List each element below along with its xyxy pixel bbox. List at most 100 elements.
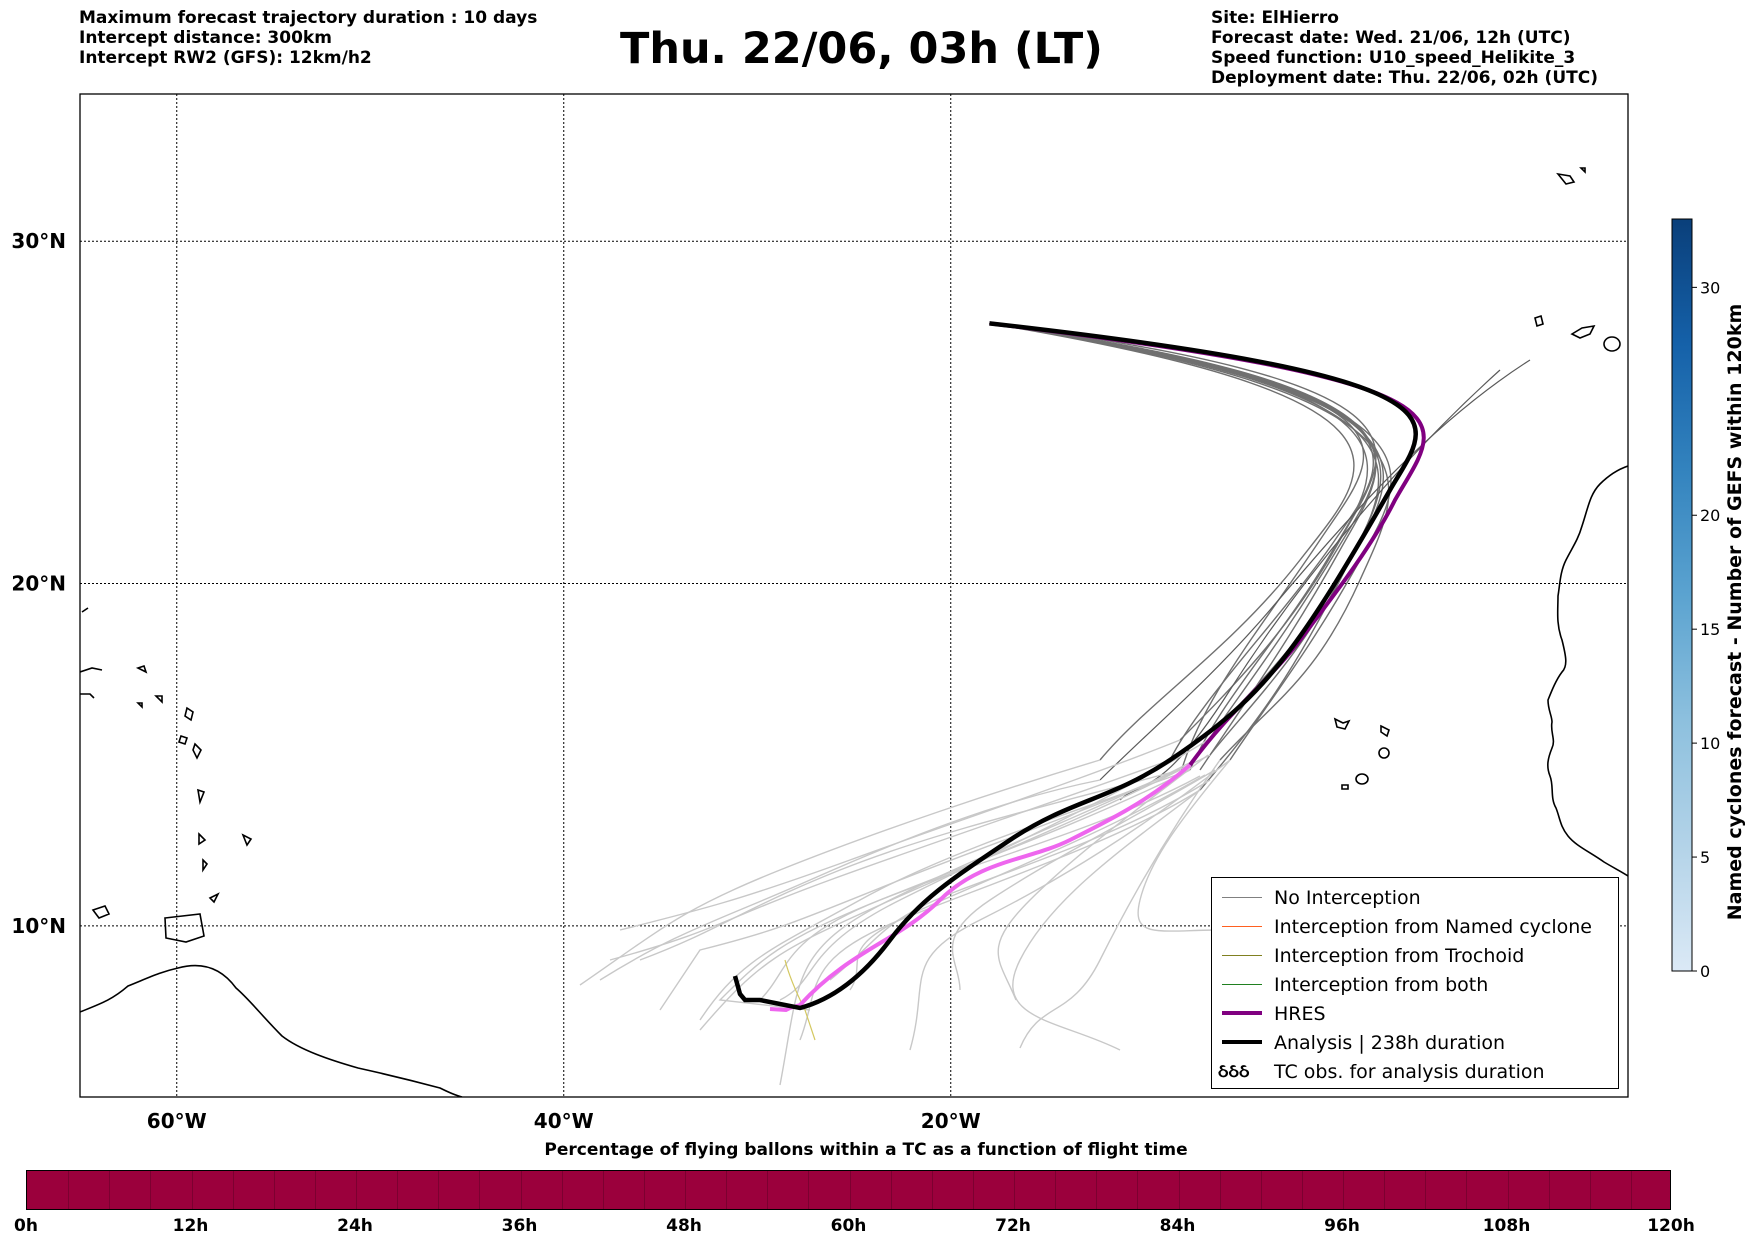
percentage-bar-tick-label: 72h	[995, 1216, 1031, 1236]
map-area	[80, 94, 1628, 1097]
percentage-bar	[26, 1170, 1671, 1210]
trajectory-no-interception	[799, 789, 1201, 1041]
percentage-bar-divider	[68, 1171, 70, 1209]
percentage-bar-tick-label: 24h	[337, 1216, 373, 1236]
max-duration-text: Maximum forecast trajectory duration : 1…	[79, 8, 538, 28]
legend-item: No Interception	[1218, 883, 1421, 912]
percentage-bar-divider	[150, 1171, 152, 1209]
percentage-bar-divider	[1301, 1171, 1303, 1209]
percentage-bar-divider	[356, 1171, 357, 1209]
map-frame	[79, 93, 1629, 1098]
trajectory-no-interception	[619, 739, 1181, 931]
percentage-bar-divider	[1219, 1171, 1221, 1209]
percentage-bar-divider	[1178, 1171, 1180, 1209]
coastline-lesser-antilles	[91, 664, 253, 919]
percentage-bar-divider	[972, 1171, 974, 1209]
legend-label: HRES	[1274, 1002, 1326, 1025]
percentage-bar-tick-label: 36h	[501, 1216, 538, 1236]
legend-item: Interception from Trochoid	[1218, 941, 1524, 970]
percentage-bar-tick-label: 96h	[1324, 1216, 1360, 1236]
trajectory-no-interception	[1137, 759, 1231, 932]
percentage-bar-divider	[561, 1171, 563, 1209]
legend-item: Analysis | 238h duration	[1218, 1028, 1505, 1057]
coastline-west-africa	[1547, 465, 1628, 877]
legend-label: No Interception	[1274, 886, 1421, 909]
intercept-rw2-text: Intercept RW2 (GFS): 12km/h2	[79, 48, 372, 68]
trajectory-no-interception	[699, 769, 1181, 1031]
percentage-bar-divider	[109, 1171, 111, 1209]
percentage-bar-divider	[726, 1171, 728, 1209]
trajectory-no-interception	[829, 779, 1211, 981]
page-title: Thu. 22/06, 03h (LT)	[620, 24, 1103, 74]
legend-label: Interception from Named cyclone	[1274, 915, 1592, 938]
percentage-bar-divider	[1466, 1171, 1468, 1209]
percentage-bar-divider	[602, 1171, 604, 1209]
percentage-bar-divider	[479, 1171, 481, 1209]
percentage-bar-divider	[438, 1171, 440, 1209]
colorbar-tick-label: 0	[1700, 962, 1710, 981]
percentage-bar-divider	[314, 1171, 316, 1209]
percentage-bar-tick-label: 84h	[1159, 1216, 1196, 1236]
deployment-date-text: Deployment date: Thu. 22/06, 02h (UTC)	[1211, 68, 1598, 88]
trajectory-no-interception	[579, 759, 1101, 986]
coastline-cape-verde	[1333, 717, 1390, 790]
coastline-canary-islands	[1534, 314, 1621, 352]
trajectory-no-interception	[989, 322, 1374, 761]
legend-label: Interception from both	[1274, 973, 1489, 996]
legend-label: Interception from Trochoid	[1274, 944, 1525, 967]
trajectory-no-interception	[779, 759, 1196, 1086]
legend-swatch	[1218, 999, 1262, 1028]
trajectory-no-interception	[759, 769, 1191, 1001]
trajectory-no-interception	[1019, 759, 1221, 1049]
trajectory-no-interception	[1119, 369, 1501, 801]
legend-swatch	[1218, 912, 1262, 941]
axis-labels: 60°W 40°W 20°W 30°N 20°N 10°N	[11, 229, 980, 1133]
percentage-bar-divider	[273, 1171, 275, 1209]
percentage-bar-tick-label: 120h	[1647, 1216, 1695, 1236]
percentage-bar-tick-label: 48h	[666, 1216, 702, 1236]
percentage-bar-tick-label: 60h	[830, 1216, 867, 1236]
trajectory-no-interception	[989, 322, 1377, 771]
trajectory-no-interception	[1099, 359, 1531, 781]
legend-label: Analysis | 238h duration	[1274, 1031, 1506, 1054]
percentage-bar-divider	[1137, 1171, 1139, 1209]
hres-trajectory-late	[769, 763, 1192, 1013]
trajectory-no-interception	[609, 759, 1171, 961]
percentage-bar-divider	[1589, 1171, 1591, 1209]
trajectory-no-interception	[951, 769, 1216, 991]
analysis-trajectory	[732, 321, 1418, 1011]
trajectory-interception-trochoid	[784, 959, 816, 1041]
colorbar-tick-label: 10	[1700, 734, 1720, 753]
colorbar-tick-label: 30	[1700, 278, 1720, 297]
colorbar-tick-label: 15	[1700, 620, 1720, 639]
lon-tick-label: 20°W	[921, 1109, 981, 1133]
percentage-bar-divider	[685, 1171, 686, 1209]
percentage-bar-divider	[1425, 1171, 1427, 1209]
trajectory-no-interception	[989, 322, 1382, 756]
percentage-bar-divider	[849, 1171, 851, 1209]
trajectory-no-interception	[849, 774, 1206, 991]
percentage-bar-divider	[1630, 1171, 1632, 1209]
trajectory-no-interception	[989, 322, 1377, 741]
trajectory-no-interception	[639, 769, 1181, 961]
trajectory-no-interception	[1012, 789, 1201, 1051]
trajectory-no-interception	[989, 322, 1355, 761]
legend-swatch	[1218, 883, 1262, 912]
percentage-bar-divider	[1260, 1171, 1262, 1209]
trajectory-no-interception	[989, 322, 1380, 791]
percentage-bar-divider	[890, 1171, 892, 1209]
forecast-date-text: Forecast date: Wed. 21/06, 12h (UTC)	[1211, 28, 1571, 48]
colorbar: 0 5 10 15 20 30	[1671, 218, 1720, 981]
percentage-bar-divider	[1507, 1171, 1509, 1209]
legend-item: Interception from Named cyclone	[1218, 912, 1592, 941]
colorbar-tick-label: 5	[1700, 848, 1710, 867]
percentage-bar-divider	[191, 1171, 193, 1209]
percentage-bar-divider	[767, 1171, 769, 1209]
coastline-madeira	[1556, 167, 1586, 185]
trajectory-no-interception	[599, 779, 1101, 981]
percentage-bar-tick-label: 108h	[1482, 1216, 1531, 1236]
legend-swatch	[1218, 941, 1262, 970]
lon-tick-label: 40°W	[534, 1109, 594, 1133]
percentage-bar-divider	[232, 1171, 234, 1209]
